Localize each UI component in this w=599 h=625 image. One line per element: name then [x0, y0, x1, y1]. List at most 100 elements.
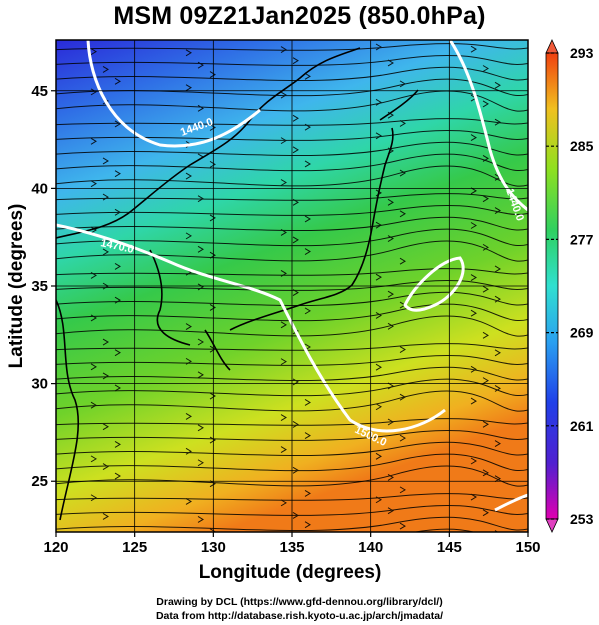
streamline-arrow	[102, 193, 109, 201]
streamline-arrow	[304, 215, 311, 223]
streamline-arrow	[115, 533, 120, 539]
contour-line-1	[86, 40, 261, 148]
streamline-arrow	[292, 114, 299, 122]
streamline-arrow	[387, 507, 394, 515]
streamline-arrow	[114, 384, 121, 392]
streamline-arrow	[90, 271, 97, 279]
streamline-arrow	[197, 61, 204, 69]
streamline-arrow	[470, 309, 477, 317]
credit-line-data: Data from http://database.rish.kyoto-u.a…	[155, 610, 444, 622]
streamline-arrow	[482, 243, 489, 251]
streamline-arrow	[470, 493, 477, 501]
streamline	[56, 216, 528, 232]
streamline-arrow	[280, 358, 287, 366]
streamline-arrow	[399, 257, 406, 265]
streamline-arrow	[209, 71, 216, 79]
streamline-arrow	[114, 208, 121, 216]
streamline-arrow	[114, 170, 121, 178]
colorbar-tick-label: 285	[570, 138, 594, 154]
streamline-arrow	[387, 290, 394, 298]
streamline	[56, 268, 528, 276]
streamline-arrow	[387, 111, 394, 119]
streamline	[56, 129, 528, 141]
streamline-arrow	[399, 210, 406, 218]
streamline-arrow	[209, 345, 216, 353]
streamline-arrow	[114, 472, 121, 480]
streamline-arrow	[304, 521, 311, 529]
streamline-arrow	[399, 346, 406, 353]
colorbar-tick-label: 293	[570, 45, 594, 61]
y-tick-label: 25	[31, 473, 48, 490]
streamline-arrow	[482, 377, 489, 385]
streamline-arrow	[280, 414, 287, 421]
streamline	[56, 153, 528, 172]
streamline-arrow	[304, 248, 311, 255]
streamline	[56, 204, 528, 216]
colorbar-tick-label: 269	[570, 325, 594, 341]
streamline-arrow	[375, 273, 382, 281]
streamline	[56, 90, 528, 112]
streamline-arrow	[209, 304, 216, 311]
streamline-arrow	[197, 245, 204, 253]
streamline	[56, 465, 528, 487]
y-tick-label: 30	[31, 376, 48, 393]
streamline	[56, 390, 528, 412]
streamline-arrow	[375, 189, 382, 197]
y-tick-label: 35	[31, 278, 48, 295]
chart-title: MSM 09Z21Jan2025 (850.0hPa)	[113, 2, 486, 30]
streamline-arrow	[280, 269, 287, 277]
streamline-arrow	[90, 401, 97, 409]
streamline-arrow	[280, 91, 287, 99]
streamline-arrow	[114, 349, 121, 357]
streamline-arrow	[90, 494, 97, 502]
streamline-arrow	[185, 49, 192, 57]
streamline-arrow	[90, 88, 97, 96]
credit-line-drawing: Drawing by DCL (https://www.gfd-dennou.o…	[156, 596, 443, 608]
streamline-arrow	[114, 296, 121, 304]
streamline-arrow	[304, 490, 311, 497]
gridlines	[56, 40, 528, 532]
streamline-arrow	[482, 469, 489, 477]
streamline-arrow	[482, 65, 489, 72]
streamline-arrow	[494, 81, 501, 89]
streamline-arrow	[292, 236, 299, 244]
contour-loop	[403, 256, 465, 312]
streamline-arrow	[470, 274, 477, 281]
streamline-arrow	[399, 434, 406, 442]
streamline-arrow	[185, 447, 192, 455]
streamline	[56, 279, 528, 291]
y-tick-label: 45	[31, 83, 48, 100]
x-axis-label: Longitude (degrees)	[199, 562, 382, 583]
streamline-arrow	[482, 509, 489, 517]
streamline	[56, 516, 528, 532]
streamline-arrow	[375, 403, 382, 411]
streamline	[56, 429, 528, 441]
streamline-arrow	[304, 399, 311, 406]
streamline-arrow	[102, 66, 109, 73]
streamline-arrow	[90, 363, 97, 371]
streamline-arrow	[494, 118, 501, 126]
streamline	[56, 366, 528, 382]
streamline-arrow	[90, 226, 97, 234]
streamline-arrow	[387, 147, 394, 155]
streamline-arrow	[102, 463, 109, 471]
colorbar-tick-label: 277	[570, 231, 594, 247]
streamline-arrow	[304, 307, 311, 315]
streamline-arrow	[292, 57, 299, 65]
x-tick-label: 130	[201, 539, 226, 556]
streamline	[56, 343, 528, 351]
streamline-arrow	[375, 43, 382, 51]
streamline-arrow	[197, 195, 204, 203]
streamline-arrow	[494, 349, 501, 357]
streamline	[56, 66, 528, 82]
streamline-arrow	[399, 119, 406, 127]
streamline-arrow	[197, 104, 204, 112]
streamline-arrow	[102, 513, 109, 520]
streamline-arrow	[102, 338, 109, 346]
streamline-arrow	[304, 432, 311, 440]
streamline-arrow	[292, 289, 299, 296]
streamline	[56, 118, 528, 126]
y-axis: 25 30 35 40 45	[31, 83, 56, 490]
streamline-arrow	[292, 146, 299, 154]
